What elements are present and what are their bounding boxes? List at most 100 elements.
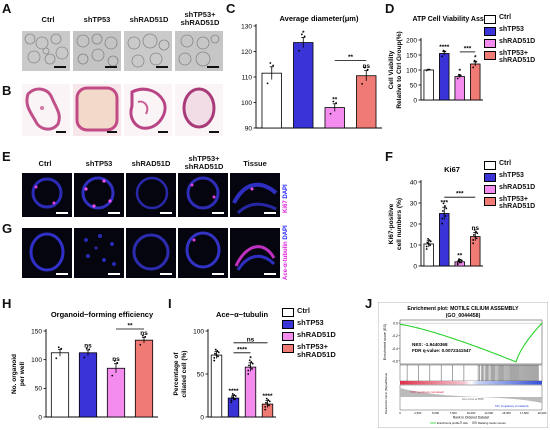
col-label-shtp53: shTP53 xyxy=(83,15,111,24)
es-axis-label: Enrichment score (ES) xyxy=(383,324,387,360)
data-point xyxy=(85,347,88,350)
data-point xyxy=(445,207,448,210)
legend-swatch xyxy=(282,344,294,353)
significance-label: **** xyxy=(262,393,273,400)
data-point xyxy=(428,68,431,71)
significance-label: ns xyxy=(471,225,479,232)
x-tick-label: 20,000 xyxy=(538,411,547,415)
bar-shtp53-shrad51d xyxy=(356,75,377,129)
data-point xyxy=(213,359,216,362)
legend-item: shTP53 xyxy=(484,26,550,36)
data-point xyxy=(428,239,431,242)
data-point xyxy=(215,354,218,356)
tubulin-dapi-label: Ace-α-tubulin DAPI xyxy=(283,225,289,280)
data-point xyxy=(265,397,268,400)
y-axis-label-line: ciliated cell (%) xyxy=(181,351,188,398)
panel-letter-j: J xyxy=(365,296,373,311)
y-tick-label: 100 xyxy=(193,328,204,335)
chart-title: Average diameter(μm) xyxy=(280,14,359,23)
data-point xyxy=(444,50,446,53)
dapi-label-e: DAPI xyxy=(283,184,289,199)
mid-label-tissue: Tissue xyxy=(243,159,267,168)
data-point xyxy=(443,212,446,215)
data-point xyxy=(456,263,459,266)
data-point xyxy=(264,408,267,411)
data-point xyxy=(139,343,142,346)
legend-label: shTP53 xyxy=(499,172,524,179)
data-point xyxy=(427,238,429,240)
legend-label: shTP53 xyxy=(499,26,524,33)
y-axis-label-line: Cell Viability xyxy=(388,50,395,89)
bar-shrad51d xyxy=(454,76,465,101)
data-point xyxy=(247,373,250,375)
negative-corr-label: 'KD' (negatively correlated) xyxy=(495,404,528,408)
legend-item: Ctrl xyxy=(484,14,550,24)
data-point xyxy=(230,401,233,404)
data-point xyxy=(265,401,267,404)
data-point xyxy=(268,400,271,403)
legend-d: Ctrl shTP53 shRAD51D shTP53+ shRAD51D xyxy=(484,14,550,67)
data-point xyxy=(473,59,476,62)
data-point xyxy=(425,248,428,250)
ki67-shtp53 xyxy=(74,173,124,217)
legend-swatch xyxy=(282,332,294,341)
legend-swatch xyxy=(484,197,496,206)
data-point xyxy=(249,366,252,369)
data-point xyxy=(456,262,459,265)
legend-item: shTP53 xyxy=(282,319,362,329)
tubulin-label: Ace-α-tubulin xyxy=(283,241,289,280)
tubulin-ctrl xyxy=(22,228,72,278)
legend-profile: Enrichment profile xyxy=(437,421,460,425)
data-point xyxy=(266,82,269,85)
data-point xyxy=(457,260,460,263)
ki67-label: Ki67 xyxy=(283,200,289,213)
bar-shtp53 xyxy=(227,397,240,418)
gsea-nes: NES: -1.9440368 xyxy=(412,342,448,347)
data-point xyxy=(475,237,478,240)
data-point xyxy=(460,261,463,264)
y-axis-label-line: Percentage of xyxy=(173,352,180,396)
data-point xyxy=(214,348,217,351)
chart-title: Ace−α−tubulin xyxy=(216,310,269,319)
legend-swatch xyxy=(484,15,496,24)
data-point xyxy=(232,397,235,399)
x-tick-label: 17,500 xyxy=(520,411,529,415)
data-point xyxy=(425,245,428,248)
data-point xyxy=(426,241,429,244)
data-point xyxy=(88,348,91,351)
legend-label: Ctrl xyxy=(499,160,512,167)
panel-letter-d: D xyxy=(385,1,395,16)
panel-letter-h: H xyxy=(2,296,12,311)
y-tick-label: 130 xyxy=(241,23,252,30)
y-axis-label: No. organoid per well xyxy=(11,354,26,394)
y-axis-label-line: per well xyxy=(19,362,26,386)
significance-label: ** xyxy=(332,96,338,103)
y-tick-label: 150 xyxy=(406,52,417,59)
legend-swatch xyxy=(484,161,496,170)
data-point xyxy=(441,210,444,212)
bar-shtp53 xyxy=(293,42,314,129)
panel-letter-i: I xyxy=(168,296,172,311)
gsea-title: (GO_0044458) xyxy=(446,313,481,319)
chart-i-ciliated: Ace−α−tubulin Percentage of ciliated cell … xyxy=(173,310,276,421)
data-point xyxy=(268,404,270,407)
data-point xyxy=(473,228,476,231)
significance-label: * xyxy=(474,54,477,61)
data-point xyxy=(57,346,60,349)
bracket-label: *** xyxy=(464,45,472,52)
data-point xyxy=(427,68,429,71)
positive-corr-label: 'NTF' (positively correlated) xyxy=(410,390,444,394)
y-tick-label: 20 xyxy=(410,221,418,228)
enrichment-profile-line xyxy=(399,322,543,363)
data-point xyxy=(247,369,250,372)
data-point xyxy=(366,68,369,71)
bar-shtp53-shrad51d xyxy=(470,63,481,101)
data-point xyxy=(250,361,253,363)
y-tick-label: 120 xyxy=(241,49,252,56)
ranked-axis-label: Ranked list metric (Signal2Noise) xyxy=(384,373,388,414)
y-axis-label-line: Ki67-positive xyxy=(388,203,395,244)
significance-label: ns xyxy=(140,330,148,337)
tubulin-shrad51d xyxy=(126,228,176,278)
data-point xyxy=(303,35,306,38)
he-ctrl xyxy=(22,84,70,136)
